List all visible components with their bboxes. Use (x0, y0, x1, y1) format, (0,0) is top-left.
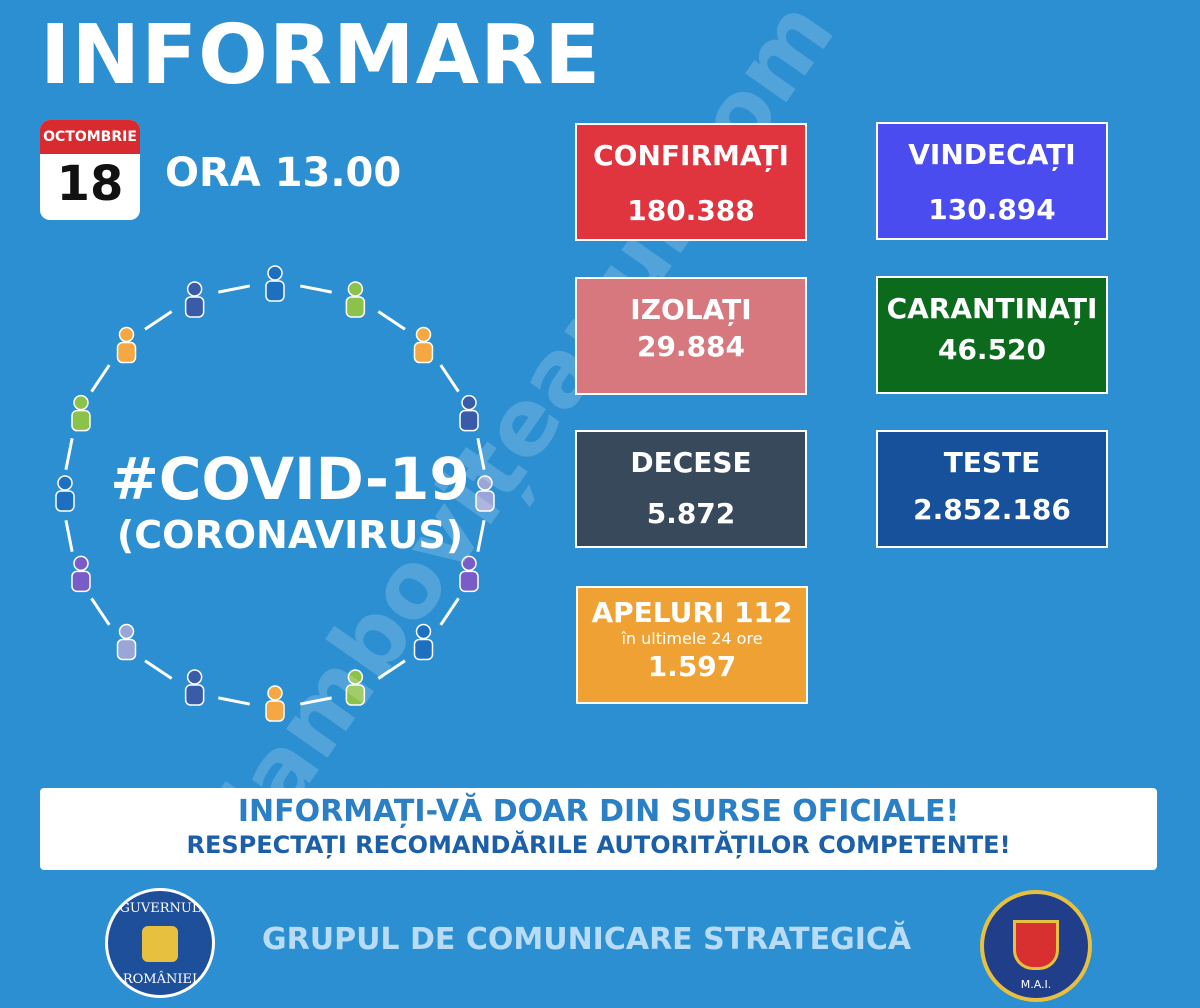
person-body (265, 700, 285, 722)
person-body (184, 296, 205, 318)
footer-text: GRUPUL DE COMUNICARE STRATEGICĂ (262, 922, 912, 957)
person-head (267, 265, 283, 281)
arrow (144, 310, 173, 331)
card-label: VINDECAȚI (908, 138, 1076, 171)
time: ORA 13.00 (165, 150, 402, 196)
person-body (345, 684, 366, 706)
logo-left: GUVERNUL ROMÂNIEI (105, 888, 215, 998)
card-label: TESTE (943, 446, 1041, 479)
banner-line1: INFORMAȚI-VĂ DOAR DIN SURSE OFICIALE! (237, 794, 960, 829)
person-head (461, 394, 477, 411)
card-value: 46.520 (937, 333, 1047, 366)
card: APELURI 112 în ultimele 24 ore 1.597 (576, 586, 808, 704)
hashtag-title: #COVID-19 (110, 445, 470, 513)
person-head (186, 669, 203, 685)
arrow (218, 284, 251, 294)
card-value: 1.597 (647, 650, 737, 683)
card: VINDECAȚI 130.894 (876, 122, 1108, 240)
banner: INFORMAȚI-VĂ DOAR DIN SURSE OFICIALE! RE… (40, 788, 1157, 870)
logo-right-bottom: M.A.I. (1020, 978, 1052, 991)
arrow (439, 597, 460, 626)
person-head (73, 555, 89, 572)
arrow (144, 659, 173, 680)
card-value: 180.388 (627, 194, 755, 227)
card-value: 2.852.186 (913, 493, 1071, 526)
arrow (64, 519, 74, 552)
crest (1013, 920, 1059, 970)
arrow (64, 438, 74, 471)
card-value: 130.894 (928, 193, 1056, 226)
arrow (90, 597, 111, 626)
person-body (71, 570, 91, 593)
person-head (415, 326, 432, 343)
logo-left-top: GUVERNUL (119, 901, 201, 916)
person-head (57, 475, 73, 491)
card-label: CONFIRMAȚI (593, 139, 789, 172)
card: DECESE 5.872 (575, 430, 807, 548)
hashtag: #COVID-19 (CORONAVIRUS) (80, 445, 500, 557)
arrow (377, 310, 406, 331)
person-body (265, 280, 285, 302)
person-head (118, 623, 135, 640)
banner-line2: RESPECTAȚI RECOMANDĂRILE AUTORITĂȚILOR C… (186, 831, 1011, 859)
person-body (116, 638, 137, 661)
card: TESTE 2.852.186 (876, 430, 1108, 548)
card-label: IZOLAȚI (630, 293, 752, 326)
calendar: OCTOMBRIE 18 (40, 120, 140, 220)
crest (142, 926, 178, 962)
card: CONFIRMAȚI 180.388 (575, 123, 807, 241)
calendar-month: OCTOMBRIE (40, 120, 140, 154)
card-value: 29.884 (636, 330, 746, 363)
person-head (347, 281, 364, 297)
arrow (299, 284, 332, 294)
people-circle (55, 265, 495, 722)
arrow (90, 364, 111, 393)
title: INFORMARE (40, 8, 602, 103)
person-body (459, 409, 479, 432)
person-head (477, 475, 493, 491)
person-head (73, 394, 89, 411)
person-body (413, 638, 434, 661)
card: IZOLAȚI 29.884 (575, 277, 807, 395)
arrow (476, 438, 486, 471)
arrow (439, 364, 460, 393)
person-head (461, 555, 477, 572)
card-note: în ultimele 24 ore (621, 629, 763, 648)
logo-left-bottom: ROMÂNIEI (122, 972, 198, 987)
arrow (299, 696, 332, 706)
person-body (345, 296, 366, 318)
person-body (475, 490, 495, 512)
arrow (218, 696, 251, 706)
person-head (118, 326, 135, 343)
arrow (476, 519, 486, 552)
person-body (55, 490, 75, 512)
person-body (184, 684, 205, 706)
person-head (186, 281, 203, 297)
person-body (71, 409, 91, 432)
person-body (459, 570, 479, 593)
hashtag-subtitle: (CORONAVIRUS) (116, 513, 464, 557)
person-body (413, 341, 434, 364)
person-body (116, 341, 137, 364)
logo-right: M.A.I. (980, 890, 1092, 1002)
arrow (377, 659, 406, 680)
card-label: DECESE (630, 446, 752, 479)
card-value: 5.872 (646, 497, 736, 530)
card-label: APELURI 112 (591, 596, 793, 629)
card-label: CARANTINAȚI (886, 292, 1098, 325)
person-head (267, 685, 283, 701)
card: CARANTINAȚI 46.520 (876, 276, 1108, 394)
person-head (347, 669, 364, 685)
calendar-day: 18 (56, 156, 124, 212)
person-head (415, 623, 432, 640)
